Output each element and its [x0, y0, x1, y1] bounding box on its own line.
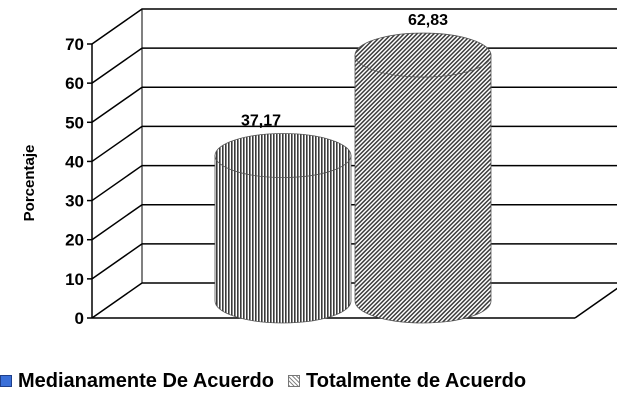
gridline-50	[91, 86, 617, 123]
bar-top	[214, 133, 352, 178]
legend: Medianamente De Acuerdo Totalmente de Ac…	[0, 366, 617, 396]
floor-right-edge	[574, 287, 617, 319]
legend-item-medianamente: Medianamente De Acuerdo	[0, 370, 274, 393]
bar-body	[354, 54, 492, 324]
gridlines	[91, 8, 617, 319]
legend-label-medianamente: Medianamente De Acuerdo	[18, 369, 274, 392]
y-axis-label: Porcentaje	[21, 145, 38, 222]
back-wall-top-edge	[91, 8, 617, 45]
legend-swatch-totalmente	[288, 375, 300, 387]
gridline-40	[91, 125, 617, 163]
bar-medianamente	[214, 133, 352, 324]
y-tick-label-70: 70	[65, 35, 84, 54]
gridline-60	[91, 47, 617, 84]
legend-label-totalmente: Totalmente de Acuerdo	[306, 369, 527, 392]
y-tick-label-60: 60	[65, 74, 84, 93]
gridline-20	[91, 203, 617, 241]
gridline-70	[91, 8, 617, 45]
y-tick-label-0: 0	[75, 309, 84, 328]
chart: 0 10 20 30 40 50 60 70 37,17 62,83 Porcentaje	[21, 8, 617, 328]
bars: 37,17 62,83	[214, 12, 492, 324]
gridline-30	[91, 164, 617, 202]
y-tick-label-10: 10	[65, 270, 84, 289]
bar-body	[214, 155, 352, 324]
y-tick-label-50: 50	[65, 113, 84, 132]
y-tick-label-40: 40	[65, 152, 84, 171]
bar-top	[354, 32, 492, 78]
gridline-floor	[91, 282, 617, 319]
legend-swatch-medianamente	[0, 375, 12, 387]
y-tick-label-30: 30	[65, 192, 84, 211]
data-label-totalmente: 62,83	[408, 12, 448, 29]
y-tick-label-20: 20	[65, 231, 84, 250]
plot-frame	[91, 8, 617, 319]
data-label-medianamente: 37,17	[241, 113, 281, 130]
y-axis: 0 10 20 30 40 50 60 70	[65, 35, 575, 328]
gridline-10	[91, 243, 617, 280]
bar-totalmente	[354, 32, 492, 324]
legend-item-totalmente: Totalmente de Acuerdo	[288, 370, 526, 393]
